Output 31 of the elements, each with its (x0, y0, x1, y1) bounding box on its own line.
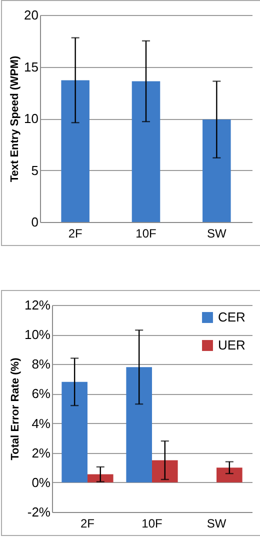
y-tick-label: 8% (32, 356, 51, 372)
bar (202, 120, 231, 222)
y-tick-label: 10 (24, 111, 38, 126)
x-tick-label: 2F (68, 226, 82, 240)
bar (216, 468, 242, 482)
bar (126, 367, 152, 482)
y-tick-label: 10% (24, 327, 51, 342)
y-tick-label: 0 (31, 214, 38, 230)
legend-label: UER (218, 338, 246, 352)
y-tick-label: 2% (32, 445, 51, 460)
bar (62, 382, 88, 482)
y-tick-label: 6% (32, 386, 51, 402)
bar (87, 474, 114, 482)
bar (61, 80, 90, 222)
y-tick-label: 0% (32, 474, 51, 490)
y-tick-label: 5 (31, 162, 38, 178)
x-tick-label: 2F (80, 516, 94, 530)
legend-label: CER (218, 310, 246, 324)
y-tick-label: 12% (24, 298, 51, 312)
y-tick-label: 20 (24, 8, 38, 22)
bar (132, 81, 160, 222)
y-axis-title: Text Entry Speed (WPM) (9, 56, 22, 182)
x-tick-label: 10F (142, 516, 162, 530)
y-tick-label: 4% (32, 416, 51, 431)
y-axis-title: Total Error Rate (%) (9, 357, 22, 460)
x-tick-label: SW (206, 226, 227, 240)
bar (152, 460, 178, 482)
y-tick-label: 15 (24, 59, 38, 74)
x-tick-label: 10F (136, 226, 156, 240)
y-tick-label: -2% (27, 504, 51, 520)
x-tick-label: SW (206, 516, 227, 530)
